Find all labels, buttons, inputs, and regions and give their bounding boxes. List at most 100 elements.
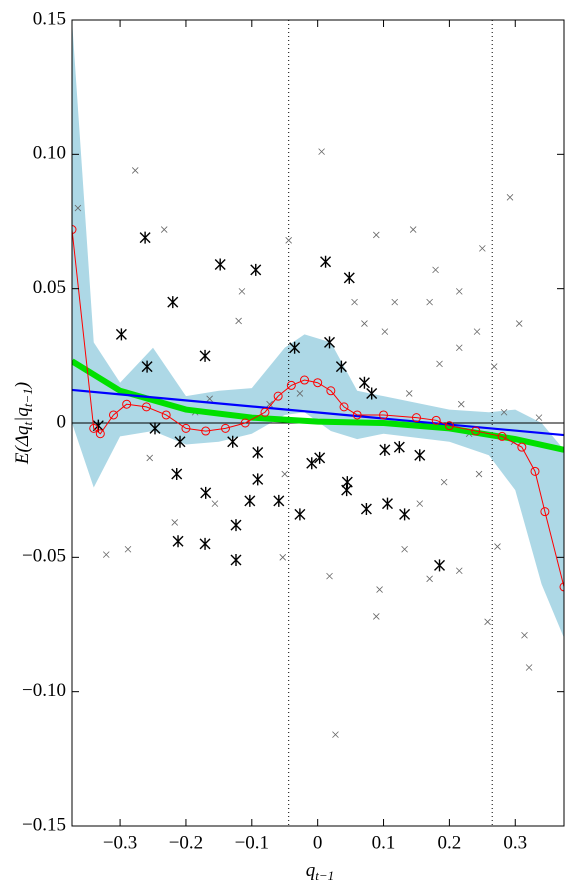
y-tick-label: −0.15 xyxy=(22,814,66,835)
circle-marker xyxy=(530,466,540,476)
cross-point xyxy=(484,618,491,626)
star-point xyxy=(141,360,153,373)
cross-point xyxy=(457,400,465,408)
cross-point xyxy=(206,395,213,403)
circle-marker xyxy=(273,391,283,401)
circle-marker xyxy=(517,442,527,452)
x-tick-label: 0.1 xyxy=(372,832,396,853)
y-tick-label: 0.15 xyxy=(33,8,66,29)
y-tick-label: −0.05 xyxy=(22,546,66,567)
cross-point xyxy=(535,414,543,421)
circle-marker xyxy=(299,375,309,385)
y-label-part: E(Δq xyxy=(12,425,33,465)
y-tick-label: 0.10 xyxy=(33,143,66,164)
star-point xyxy=(174,435,186,448)
star-point xyxy=(230,554,242,567)
star-point xyxy=(366,387,378,400)
cross-point xyxy=(238,288,246,295)
circle-marker xyxy=(95,429,105,439)
y-label-sub: t xyxy=(20,421,35,425)
star-point xyxy=(172,535,184,548)
circle-marker xyxy=(141,402,151,412)
circle-marker xyxy=(240,418,250,428)
cross-point xyxy=(455,567,463,575)
x-axis-label-base: q xyxy=(306,860,316,881)
cross-point xyxy=(525,664,533,671)
star-point xyxy=(320,255,332,268)
x-tick-label: 0.2 xyxy=(438,832,462,853)
cross-point xyxy=(401,545,408,553)
cross-point xyxy=(376,586,383,593)
circle-marker xyxy=(201,426,211,436)
y-tick-label: 0.05 xyxy=(33,277,66,298)
cross-point xyxy=(440,478,448,486)
cross-point xyxy=(361,320,368,327)
circle-marker xyxy=(122,399,132,409)
star-point xyxy=(360,502,372,515)
cross-point xyxy=(432,266,439,274)
star-point xyxy=(414,449,426,462)
cross-point xyxy=(475,470,483,478)
cross-point xyxy=(279,554,287,561)
circle-marker xyxy=(220,423,230,433)
star-point xyxy=(314,451,326,464)
star-point xyxy=(214,258,226,271)
y-label-part: ) xyxy=(12,382,33,389)
x-tick-label: −0.2 xyxy=(169,832,203,853)
circle-marker xyxy=(559,582,564,592)
star-point xyxy=(139,231,151,244)
circle-marker xyxy=(161,410,171,420)
circle-marker xyxy=(260,407,270,417)
star-point xyxy=(379,443,391,456)
star-point xyxy=(434,559,446,572)
circle-marker xyxy=(411,413,421,423)
cross-point xyxy=(281,470,289,478)
cross-point xyxy=(506,194,514,201)
circle-marker xyxy=(72,225,77,235)
star-point xyxy=(306,457,318,470)
x-tick-label: −0.1 xyxy=(235,832,269,853)
cross-point xyxy=(160,226,168,233)
star-point xyxy=(343,271,355,284)
star-point xyxy=(227,435,239,448)
cross-point xyxy=(521,631,528,639)
confidence-band xyxy=(72,20,564,638)
star-point xyxy=(250,263,262,276)
star-point xyxy=(252,473,264,486)
circle-marker xyxy=(444,421,454,431)
cross-point xyxy=(171,519,179,526)
star-point xyxy=(252,446,264,459)
circle-marker xyxy=(352,410,362,420)
circle-marker xyxy=(431,415,441,425)
cross-point xyxy=(373,613,380,620)
star-point xyxy=(381,497,393,510)
circle-line xyxy=(72,229,564,588)
star-point xyxy=(244,494,256,507)
star-point xyxy=(171,468,183,481)
circle-marker xyxy=(181,423,191,433)
star-point xyxy=(199,537,211,550)
x-tick-label: 0.3 xyxy=(503,832,527,853)
cross-point xyxy=(332,731,339,738)
y-axis-label: E(Δqt|qt−1) xyxy=(12,382,35,465)
cross-point xyxy=(409,226,417,233)
star-point xyxy=(324,336,336,349)
star-point xyxy=(335,360,347,373)
circle-marker xyxy=(313,378,323,388)
cross-point xyxy=(285,237,292,244)
cross-point xyxy=(426,298,433,306)
star-point xyxy=(393,441,405,454)
cross-point xyxy=(351,298,358,306)
cross-point xyxy=(426,575,433,583)
circle-marker xyxy=(471,426,481,436)
circle-marker xyxy=(326,386,336,396)
cross-point xyxy=(490,363,498,370)
cross-point xyxy=(500,408,508,416)
cross-point xyxy=(391,298,399,306)
cross-point xyxy=(266,400,273,408)
star-point xyxy=(399,508,411,521)
y-tick-label: −0.10 xyxy=(22,680,66,701)
cross-point xyxy=(479,245,486,252)
cross-point xyxy=(405,390,413,397)
